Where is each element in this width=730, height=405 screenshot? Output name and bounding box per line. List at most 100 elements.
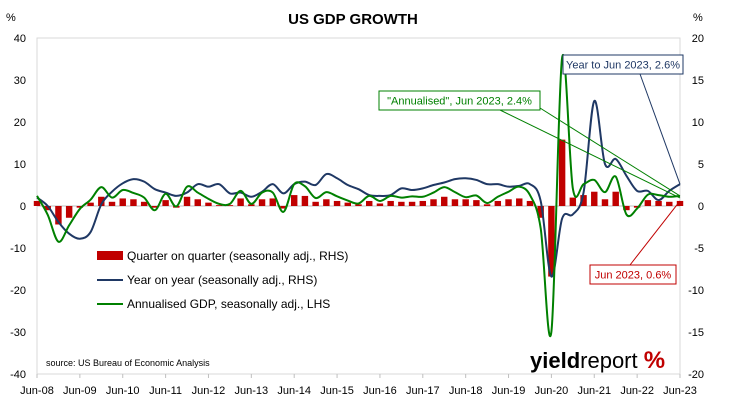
qoq-bar: [569, 197, 577, 206]
qoq-bar: [280, 206, 287, 209]
qoq-bar: [398, 201, 405, 206]
qoq-bar: [87, 202, 94, 206]
quarter-on-quarter-bars: [33, 139, 684, 277]
qoq-bar: [451, 199, 459, 206]
legend-label: Quarter on quarter (seasonally adj., RHS…: [127, 249, 348, 263]
qoq-bar: [333, 200, 341, 206]
qoq-bar: [248, 204, 255, 206]
right-tick-label: 0: [698, 201, 704, 213]
x-tick-label: Jun-15: [320, 385, 354, 397]
qoq-bar: [558, 139, 566, 206]
callout-year-to-jun-2023-box: [562, 54, 684, 75]
qoq-bar: [612, 191, 619, 206]
x-tick-label: Jun-20: [535, 385, 569, 397]
qoq-bar: [312, 201, 319, 206]
qoq-bar: [183, 196, 191, 206]
x-tick-label: Jun-21: [577, 385, 611, 397]
callout-annualised-jun-2023-text: "Annualised", Jun 2023, 2.4%: [387, 96, 532, 108]
x-tick-label: Jun-22: [620, 385, 654, 397]
qoq-bar: [408, 201, 416, 206]
annualised-gdp-line: [36, 53, 681, 337]
callouts: Year to Jun 2023, 2.6% "Annualised", Jun …: [378, 54, 684, 285]
logo-text: yieldreport %: [530, 347, 665, 374]
left-axis-unit: %: [6, 12, 16, 24]
x-tick-label: Jun-11: [149, 385, 182, 397]
qoq-bar: [494, 200, 502, 206]
x-tick-label: Jun-09: [63, 385, 97, 397]
x-tick-label: Jun-13: [235, 385, 269, 397]
qoq-bar: [290, 195, 298, 206]
qoq-bar: [419, 200, 427, 206]
qoq-bar: [65, 206, 73, 218]
logo-word-yield: yield: [530, 348, 580, 373]
qoq-bar: [676, 200, 684, 206]
callout-year-to-jun-2023-text: Year to Jun 2023, 2.6%: [566, 60, 680, 72]
x-tick-label: Jun-10: [106, 385, 140, 397]
qoq-bar: [462, 199, 469, 206]
qoq-bar: [473, 200, 480, 206]
qoq-bar: [44, 206, 51, 211]
callout-leader-line: [539, 107, 681, 197]
callout-annualised-jun-2023-box: [378, 90, 541, 111]
x-tick-label: Jun-17: [406, 385, 440, 397]
qoq-bar: [269, 198, 276, 206]
logo-percent-icon: %: [644, 347, 665, 374]
qoq-bar: [119, 198, 126, 206]
qoq-bar: [323, 199, 330, 206]
qoq-bar: [387, 200, 394, 206]
left-tick-label: -40: [10, 369, 26, 381]
right-tick-label: 10: [692, 117, 704, 129]
qoq-bar: [430, 199, 437, 206]
left-tick-label: -30: [10, 327, 26, 339]
legend-label: Annualised GDP, seasonally adj., LHS: [127, 297, 330, 311]
qoq-bar: [130, 199, 137, 206]
logo-word-report: report: [580, 348, 644, 373]
left-tick-label: 30: [14, 75, 26, 87]
year-on-year-line: [36, 99, 681, 278]
qoq-bar: [344, 202, 351, 206]
qoq-bar: [237, 198, 244, 206]
qoq-bar: [601, 199, 609, 206]
left-tick-label: 10: [14, 159, 26, 171]
legend-swatch-bar: [97, 251, 123, 260]
right-tick-label: -15: [688, 327, 704, 339]
x-tick-label: Jun-18: [449, 385, 483, 397]
callout-leader-line: [499, 109, 681, 199]
series-lines: [36, 53, 681, 337]
qoq-bar: [644, 200, 652, 206]
right-tick-label: -10: [688, 285, 704, 297]
qoq-bar: [366, 200, 373, 206]
x-tick-label: Jun-12: [192, 385, 226, 397]
chart-title: US GDP GROWTH: [288, 11, 418, 28]
qoq-bar: [258, 199, 266, 206]
qoq-bar: [376, 203, 384, 206]
qoq-bar: [591, 191, 598, 206]
callout-jun-2023-qoq-text: Jun 2023, 0.6%: [595, 270, 672, 282]
qoq-bar: [623, 206, 630, 211]
qoq-bar: [666, 201, 673, 206]
callout-leader-line: [639, 73, 681, 185]
right-axis-ticks: 20 15 10 5 0 -5 -10 -15 -20: [688, 33, 704, 381]
callout-jun-2023-qoq-box: [589, 264, 677, 285]
qoq-bar: [140, 201, 148, 206]
qoq-bar: [194, 199, 201, 206]
qoq-bar: [516, 198, 523, 206]
qoq-bar: [355, 204, 362, 206]
qoq-bar: [151, 206, 159, 208]
qoq-bar: [76, 206, 84, 208]
x-tick-label: Jun-16: [363, 385, 397, 397]
right-tick-label: 15: [692, 75, 704, 87]
qoq-bar: [205, 202, 212, 206]
qoq-bar: [537, 206, 544, 218]
qoq-bar: [108, 201, 116, 206]
callout-leader-line: [629, 200, 681, 266]
qoq-bar: [483, 204, 491, 206]
right-tick-label: 5: [698, 159, 704, 171]
qoq-bar: [162, 200, 169, 206]
x-tick-label: Jun-14: [277, 385, 311, 397]
x-tick-label: Jun-08: [20, 385, 54, 397]
left-tick-label: -20: [10, 285, 26, 297]
qoq-bar: [526, 200, 534, 206]
left-axis-ticks: 40 30 20 10 0 -10 -20 -30 -40: [10, 33, 26, 381]
